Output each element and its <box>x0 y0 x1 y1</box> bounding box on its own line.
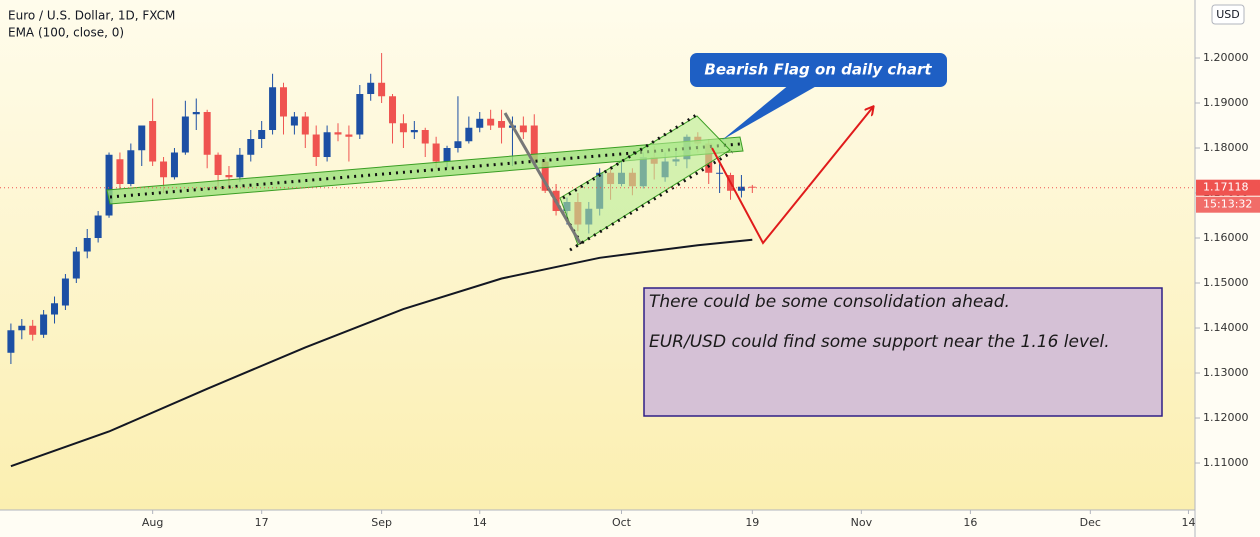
last-price-box <box>1196 179 1260 196</box>
candle-body <box>432 143 440 162</box>
x-tick-label: 17 <box>255 516 269 529</box>
plot-background <box>0 0 1195 510</box>
candle-body <box>181 116 189 153</box>
price-axis-background <box>1195 0 1260 537</box>
x-tick-label: Aug <box>142 516 163 529</box>
projection-arrow <box>711 107 873 245</box>
candle-body <box>40 314 48 335</box>
candle-body <box>345 134 353 137</box>
x-tick-label: 19 <box>745 516 759 529</box>
candle-body <box>225 175 233 178</box>
y-tick-label: 1.15000 <box>1203 276 1249 289</box>
candle-body <box>410 130 418 133</box>
candle-body <box>334 132 342 135</box>
candle-body <box>94 215 102 239</box>
candle-body <box>399 123 407 133</box>
candle-body <box>116 159 124 185</box>
candle-body <box>530 125 538 162</box>
x-tick-label: Nov <box>851 516 873 529</box>
last-price-label: 1.17118 <box>1203 181 1249 194</box>
ema-line <box>10 238 753 468</box>
candle-body <box>236 154 244 178</box>
countdown-label: 15:13:32 <box>1203 198 1252 211</box>
candle-body <box>519 125 527 133</box>
candle-body <box>367 82 375 95</box>
candle-body <box>356 94 364 135</box>
candle-body <box>716 172 724 174</box>
candle-body <box>51 303 59 315</box>
candle-body <box>7 330 15 353</box>
y-tick-label: 1.20000 <box>1203 51 1249 64</box>
indicator-label: EMA (100, close, 0) <box>8 26 124 40</box>
candle-body <box>269 87 277 131</box>
candle-body <box>29 325 37 335</box>
currency-button[interactable] <box>1211 4 1245 25</box>
flag-pole <box>503 112 582 244</box>
candle-body <box>61 278 69 306</box>
candle-body <box>105 154 113 216</box>
candle-body <box>290 116 298 126</box>
candle-body <box>541 161 549 191</box>
x-tick-label: Oct <box>612 516 632 529</box>
candle-body <box>443 148 451 162</box>
candle-body <box>476 118 484 128</box>
candle-body <box>149 121 157 162</box>
y-tick-label: 1.18000 <box>1203 141 1249 154</box>
callout-pointer <box>722 84 820 140</box>
candle-body <box>160 161 168 178</box>
candle-body <box>18 325 26 331</box>
candle-body <box>247 139 255 155</box>
candle-body <box>258 130 266 140</box>
candle-body <box>170 152 178 178</box>
x-tick-label: 16 <box>963 516 977 529</box>
x-tick-label: Dec <box>1080 516 1101 529</box>
countdown-box <box>1196 196 1260 213</box>
note-text: There could be some consolidation ahead. <box>649 292 1010 312</box>
candles <box>7 53 756 468</box>
candle-body <box>83 238 91 252</box>
y-tick-label: 1.19000 <box>1203 96 1249 109</box>
y-tick-label: 1.11000 <box>1203 456 1249 469</box>
y-tick-label: 1.14000 <box>1203 321 1249 334</box>
time-axis-background <box>0 510 1195 537</box>
candle-body <box>279 87 287 117</box>
candle-body <box>487 118 495 126</box>
candle-body <box>465 127 473 142</box>
candle-body <box>737 186 745 191</box>
candle-body <box>214 154 222 176</box>
candle-body <box>301 116 309 135</box>
candle-body <box>203 112 211 155</box>
note-text: EUR/USD could find some support near the… <box>649 332 1110 352</box>
candle-body <box>421 130 429 144</box>
note-box <box>643 287 1163 417</box>
candle-body <box>127 150 135 185</box>
y-tick-label: 1.13000 <box>1203 366 1249 379</box>
y-tick-label: 1.16000 <box>1203 231 1249 244</box>
candle-body <box>498 121 506 128</box>
candle-body <box>72 251 80 279</box>
candle-body <box>454 141 462 149</box>
callout-box <box>690 53 947 87</box>
y-tick-label: 1.12000 <box>1203 411 1249 424</box>
candle-body <box>138 125 146 151</box>
x-tick-label: 14 <box>1181 516 1195 529</box>
currency-label[interactable]: USD <box>1216 8 1240 21</box>
candle-body <box>378 82 386 97</box>
candle-body <box>389 96 397 124</box>
candle-body <box>312 134 320 158</box>
chart-title: Euro / U.S. Dollar, 1D, FXCM <box>8 9 175 23</box>
candle-body <box>192 112 200 115</box>
x-tick-label: 14 <box>473 516 487 529</box>
x-tick-label: Sep <box>371 516 392 529</box>
candle-body <box>323 132 331 158</box>
callout-text: Bearish Flag on daily chart <box>704 61 932 79</box>
